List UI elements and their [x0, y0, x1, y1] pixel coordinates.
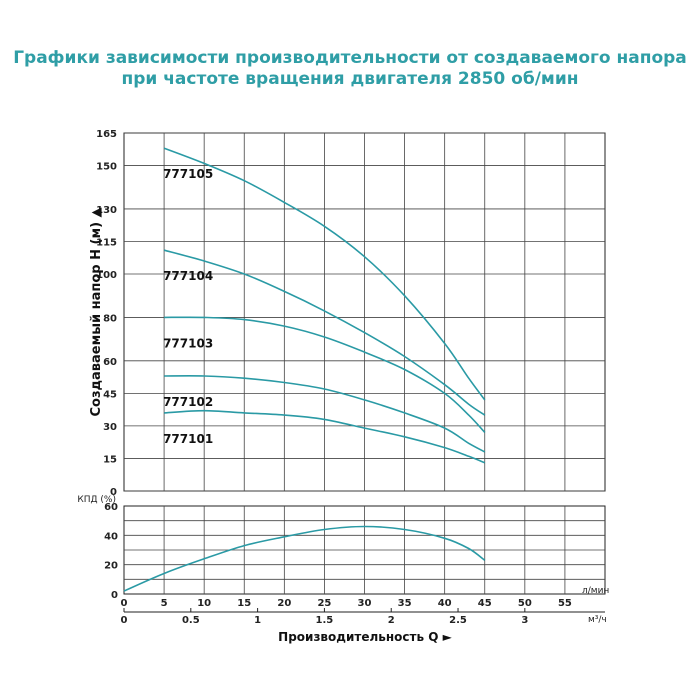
head-chart-curves: [163, 147, 486, 464]
efficiency-y-tick-label: 0: [111, 590, 118, 601]
x-tick-lpm: 5: [161, 598, 168, 609]
efficiency-y-axis-label: КПД (%): [77, 495, 116, 505]
x-tick-lpm: 30: [358, 598, 372, 609]
x-tick-m3h: 2.5: [449, 615, 467, 626]
x-tick-lpm: 45: [478, 598, 492, 609]
x-tick-m3h: 2: [388, 615, 395, 626]
series-label-777105: 777105: [163, 167, 213, 181]
head-y-tick-label: 130: [96, 205, 117, 216]
series-label-777102: 777102: [163, 395, 213, 409]
x-tick-lpm: 15: [237, 598, 251, 609]
chart-title-line-2: при частоте вращения двигателя 2850 об/м…: [121, 69, 579, 89]
head-y-tick-label: 100: [96, 270, 117, 281]
head-y-tick-label: 115: [96, 237, 117, 248]
head-y-tick-label: 30: [103, 422, 117, 433]
efficiency-curve: [123, 525, 486, 592]
head-y-axis-label: Создаваемый напор H (м) ▲: [89, 207, 104, 416]
efficiency-y-tick-label: 60: [104, 502, 118, 513]
chart-title: Графики зависимости производительности о…: [0, 48, 700, 90]
x-tick-m3h: 0: [121, 615, 128, 626]
efficiency-chart-grid: [123, 505, 606, 595]
x-tick-m3h: 3: [521, 615, 528, 626]
x-tick-lpm: 50: [518, 598, 532, 609]
x-tick-lpm: 0: [121, 598, 128, 609]
efficiency-y-tick-label: 20: [104, 561, 118, 572]
x-axis: 0 5 10 15 20 25 30 35 40 45 50 55 л/мин 0 0.5 1 1.5 2 2.5 3…: [121, 586, 610, 644]
x-tick-m3h: 1.5: [316, 615, 334, 626]
x-unit-lpm: л/мин: [582, 586, 609, 596]
head-curve-777103: [164, 316, 486, 433]
head-curve-777104: [163, 249, 486, 416]
x-tick-lpm: 10: [197, 598, 211, 609]
efficiency-y-tick-label: 40: [104, 531, 118, 542]
series-label-777103: 777103: [163, 336, 213, 350]
x-tick-lpm: 25: [317, 598, 331, 609]
x-unit-m3h: м³/ч: [588, 615, 607, 625]
head-y-tick-label: 45: [103, 389, 117, 400]
x-tick-lpm: 55: [558, 598, 572, 609]
x-tick-m3h: 1: [254, 615, 261, 626]
efficiency-chart-curve: [123, 525, 486, 592]
x-axis-label: Производительность Q ►: [278, 630, 452, 644]
x-tick-lpm: 35: [398, 598, 412, 609]
chart-title-line-1: Графики зависимости производительности о…: [13, 48, 687, 68]
head-y-tick-label: 60: [103, 357, 117, 368]
head-chart-labels: 0 15 30 45 60 80 100 115 130 150 165 Создаваемый на…: [89, 129, 213, 498]
head-y-tick-label: 15: [103, 454, 117, 465]
head-curve-777105: [163, 147, 486, 401]
head-y-tick-label: 165: [96, 129, 117, 140]
series-label-777104: 777104: [163, 269, 213, 283]
head-curve-777101: [164, 409, 486, 464]
x-tick-lpm: 20: [277, 598, 291, 609]
head-curve-777102: [164, 375, 486, 453]
head-y-tick-label: 80: [103, 313, 117, 324]
head-y-tick-label: 0: [110, 487, 117, 498]
series-label-777101: 777101: [163, 432, 213, 446]
x-tick-m3h: 0.5: [182, 615, 200, 626]
head-y-tick-label: 150: [96, 162, 117, 173]
x-tick-lpm: 40: [438, 598, 452, 609]
